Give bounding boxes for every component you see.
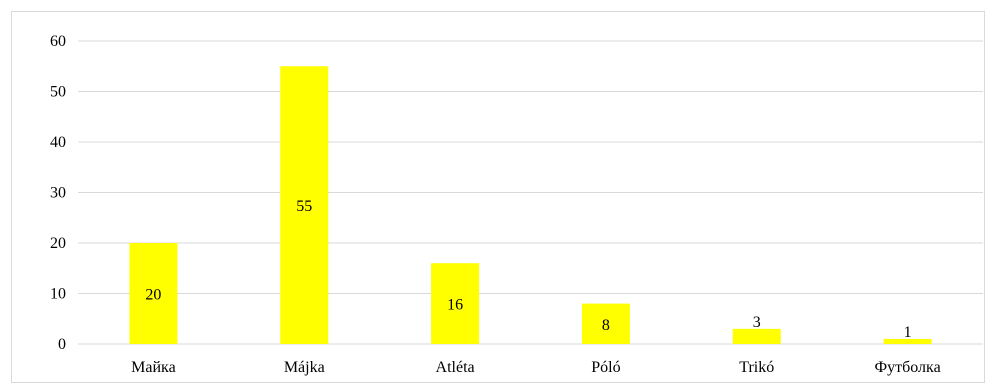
data-label: 20 bbox=[145, 287, 161, 304]
data-label: 55 bbox=[296, 198, 312, 215]
data-label: 16 bbox=[447, 297, 463, 314]
bar bbox=[732, 328, 781, 344]
bar bbox=[431, 263, 480, 344]
x-tick-label: Póló bbox=[591, 359, 620, 376]
data-labels: 20 55 16 8 3 1 bbox=[145, 198, 911, 341]
bar bbox=[883, 338, 932, 344]
y-tick-label: 40 bbox=[50, 134, 66, 151]
y-axis-ticks: 0 10 20 30 40 50 60 bbox=[50, 33, 66, 353]
y-tick-label: 50 bbox=[50, 84, 66, 101]
bar bbox=[280, 66, 329, 344]
y-tick-label: 60 bbox=[50, 33, 66, 50]
x-tick-label: Майка bbox=[131, 359, 176, 376]
y-tick-label: 20 bbox=[50, 235, 66, 252]
x-tick-label: Trikó bbox=[739, 359, 774, 376]
x-axis-ticks: Майка Májka Atléta Póló Trikó Футболка bbox=[131, 359, 941, 376]
y-tick-label: 0 bbox=[58, 336, 66, 353]
data-label: 1 bbox=[904, 324, 912, 341]
x-tick-label: Футболка bbox=[874, 359, 940, 376]
x-tick-label: Májka bbox=[284, 359, 325, 376]
y-tick-label: 30 bbox=[50, 185, 66, 202]
data-label: 8 bbox=[602, 317, 610, 334]
data-label: 3 bbox=[753, 314, 761, 331]
bar bbox=[129, 243, 178, 344]
gridlines bbox=[78, 40, 983, 345]
x-tick-label: Atléta bbox=[436, 359, 475, 376]
bars bbox=[129, 66, 932, 344]
bar bbox=[581, 303, 630, 344]
y-tick-label: 10 bbox=[50, 286, 66, 303]
